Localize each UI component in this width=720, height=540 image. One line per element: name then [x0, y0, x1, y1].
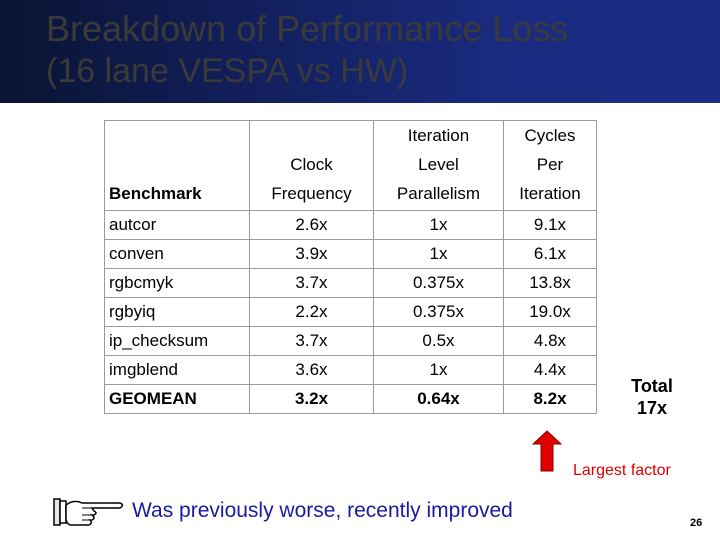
header-ilp-line1: Iteration — [407, 126, 470, 145]
pointing-hand-icon — [53, 498, 124, 526]
header-ilp-line3: Parallelism — [396, 184, 481, 203]
header-ilp-line2: Level — [418, 155, 459, 174]
row-cycles-value: 8.2x — [503, 384, 597, 414]
row-benchmark-name: autcor — [104, 210, 250, 240]
table-row: imgblend 3.6x 1x 4.4x — [104, 355, 597, 385]
table-row: rgbyiq 2.2x 0.375x 19.0x — [104, 297, 597, 327]
total-line1: Total — [631, 376, 673, 396]
header-cycles-line3: Iteration — [519, 184, 581, 203]
table-row: autcor 2.6x 1x 9.1x — [104, 210, 597, 240]
row-clock-value: 2.6x — [249, 210, 374, 240]
header-cycles-per-iteration: Cycles Per Iteration — [503, 120, 597, 211]
row-ilp-value: 0.375x — [373, 297, 504, 327]
row-benchmark-name: imgblend — [104, 355, 250, 385]
row-clock-value: 3.7x — [249, 326, 374, 356]
page-number: 26 — [690, 517, 703, 529]
header-iteration-level-parallelism: Iteration Level Parallelism — [373, 120, 504, 211]
largest-factor-label: Largest factor — [573, 462, 671, 479]
row-ilp-value: 0.5x — [373, 326, 504, 356]
row-ilp-value: 1x — [373, 239, 504, 269]
row-cycles-value: 4.4x — [503, 355, 597, 385]
table-row: conven 3.9x 1x 6.1x — [104, 239, 597, 269]
header-clock-line1: Clock — [290, 155, 333, 174]
row-ilp-value: 1x — [373, 210, 504, 240]
row-cycles-value: 4.8x — [503, 326, 597, 356]
performance-loss-table: Benchmark Clock Frequency Iteration Leve… — [104, 120, 597, 414]
slide-title-line1: Breakdown of Performance Loss — [46, 8, 569, 49]
header-cycles-line2: Per — [536, 155, 564, 174]
row-clock-value: 3.2x — [249, 384, 374, 414]
header-clock-line2: Frequency — [271, 184, 352, 203]
row-ilp-value: 0.64x — [373, 384, 504, 414]
total-label: Total 17x — [622, 375, 682, 419]
table-row: ip_checksum 3.7x 0.5x 4.8x — [104, 326, 597, 356]
row-clock-value: 3.6x — [249, 355, 374, 385]
row-ilp-value: 0.375x — [373, 268, 504, 298]
row-benchmark-name: rgbcmyk — [104, 268, 250, 298]
row-cycles-value: 13.8x — [503, 268, 597, 298]
row-cycles-value: 6.1x — [503, 239, 597, 269]
slide-title-line2: (16 lane VESPA vs HW) — [46, 52, 409, 90]
row-benchmark-name: GEOMEAN — [104, 384, 250, 414]
row-benchmark-name: ip_checksum — [104, 326, 250, 356]
row-ilp-value: 1x — [373, 355, 504, 385]
up-arrow-icon — [532, 430, 562, 472]
row-cycles-value: 9.1x — [503, 210, 597, 240]
row-clock-value: 3.9x — [249, 239, 374, 269]
improvement-note: Was previously worse, recently improved — [132, 499, 513, 522]
header-clock-frequency: Clock Frequency — [249, 120, 374, 211]
table-row: rgbcmyk 3.7x 0.375x 13.8x — [104, 268, 597, 298]
row-benchmark-name: conven — [104, 239, 250, 269]
row-clock-value: 2.2x — [249, 297, 374, 327]
table-row-geomean: GEOMEAN 3.2x 0.64x 8.2x — [104, 384, 597, 414]
header-cycles-line1: Cycles — [524, 126, 576, 145]
table-header-row: Benchmark Clock Frequency Iteration Leve… — [104, 120, 597, 211]
header-benchmark: Benchmark — [104, 120, 250, 211]
row-clock-value: 3.7x — [249, 268, 374, 298]
title-bar: Breakdown of Performance Loss (16 lane V… — [0, 0, 720, 103]
row-cycles-value: 19.0x — [503, 297, 597, 327]
row-benchmark-name: rgbyiq — [104, 297, 250, 327]
total-line2: 17x — [636, 398, 668, 418]
